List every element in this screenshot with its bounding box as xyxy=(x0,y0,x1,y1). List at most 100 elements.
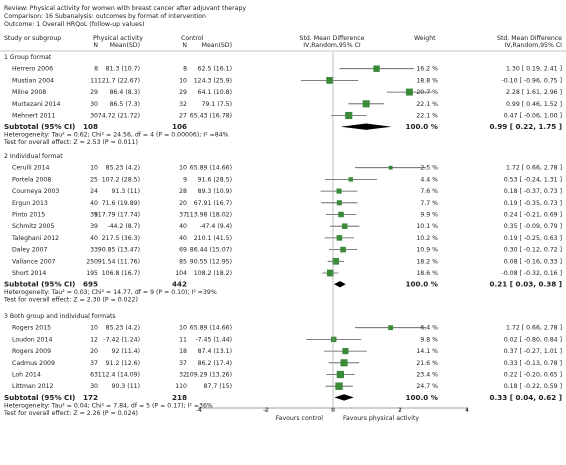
study-name: Rogers 2009 xyxy=(12,348,51,355)
study-n2: 37 xyxy=(179,360,187,367)
study-name: Herrero 2006 xyxy=(12,66,53,73)
study-effect-marker xyxy=(335,382,343,390)
study-weight: 21.6 % xyxy=(416,360,438,367)
study-name: Daley 2007 xyxy=(12,247,48,254)
study-mean-sd1: 90.85 (13.47) xyxy=(98,247,140,254)
study-n2: 8 xyxy=(183,66,187,73)
study-effect-marker xyxy=(340,359,348,367)
study-mean-sd2: 62.5 (16.1) xyxy=(198,66,232,73)
study-name: Taleghani 2012 xyxy=(11,235,59,242)
study-mean-sd1: 85.23 (4.2) xyxy=(106,165,140,172)
study-name: Rogers 2015 xyxy=(12,325,51,332)
study-mean-sd1: 217.5 (36.3) xyxy=(102,235,140,242)
study-n1: 30 xyxy=(90,113,98,120)
study-ci-text: 0.22 [ -0.20, 0.65 ] xyxy=(504,372,562,379)
study-n2: 20 xyxy=(179,200,187,207)
col-effect-header: Std. Mean Difference xyxy=(300,35,365,42)
study-mean-sd2: 91.6 (28.5) xyxy=(198,176,232,183)
subtotal-n1: 108 xyxy=(83,122,98,131)
study-weight: 16.2 % xyxy=(416,66,438,73)
study-weight: 7.6 % xyxy=(420,188,438,195)
study-mean-sd1: 107.2 (28.5) xyxy=(102,176,140,183)
subtotal-n1: 172 xyxy=(83,393,98,402)
col-effect2-method: IV,Random,95% CI xyxy=(505,42,563,49)
study-effect-marker xyxy=(348,177,353,182)
study-weight: 10.2 % xyxy=(416,235,438,242)
study-mean-sd2: 109.29 (13.26) xyxy=(186,372,232,379)
study-n2: 69 xyxy=(179,247,187,254)
overall-effect-text: Test for overall effect: Z = 2.53 (P = 0… xyxy=(3,139,138,146)
study-mean-sd2: 67.91 (16.7) xyxy=(194,200,232,207)
study-n1: 25 xyxy=(90,176,98,183)
col-ms1-header: Mean(SD) xyxy=(110,42,140,49)
study-ci-text: 0.47 [ -0.06, 1.00 ] xyxy=(504,113,562,120)
subtotal-label: Subtotal (95% CI) xyxy=(4,122,75,131)
study-weight: 18.8 % xyxy=(416,77,438,84)
study-mean-sd1: 81.3 (10.7) xyxy=(106,66,140,73)
subtotal-ci-text: 0.33 [ 0.04, 0.62 ] xyxy=(489,393,562,402)
study-effect-marker xyxy=(388,165,393,170)
study-weight: 6.4 % xyxy=(420,325,438,332)
study-n2: 110 xyxy=(175,383,187,390)
study-effect-marker xyxy=(345,111,353,120)
study-effect-marker xyxy=(362,100,370,108)
subtotal-n2: 218 xyxy=(172,393,187,402)
study-mean-sd2: 86.44 (15.07) xyxy=(190,247,232,254)
study-n2: 28 xyxy=(179,188,187,195)
study-mean-sd2: 64.1 (10.8) xyxy=(198,89,232,96)
col-n2-header: N xyxy=(182,42,187,49)
study-mean-sd2: 124.3 (25.9) xyxy=(194,77,232,84)
overall-effect-text: Test for overall effect: Z = 2.30 (P = 0… xyxy=(3,297,138,304)
study-weight: 18.6 % xyxy=(416,270,438,277)
study-mean-sd1: 112.4 (14.09) xyxy=(98,372,140,379)
study-effect-marker xyxy=(326,77,334,84)
study-name: Mustian 2004 xyxy=(12,77,54,84)
study-weight: 10.9 % xyxy=(416,247,438,254)
study-n2: 32 xyxy=(179,101,187,108)
study-effect-marker xyxy=(326,269,334,277)
col-group1-header: Physical activity xyxy=(93,35,143,42)
study-mean-sd1: 86.5 (7.3) xyxy=(110,101,140,108)
study-n2: 27 xyxy=(179,113,187,120)
subtotal-diamond xyxy=(340,123,392,130)
study-name: Milne 2008 xyxy=(12,89,46,96)
study-n2: 40 xyxy=(179,223,187,230)
study-n1: 40 xyxy=(90,235,98,242)
study-weight: 22.1 % xyxy=(416,101,438,108)
study-n1: 10 xyxy=(90,165,98,172)
study-ci-text: 0.18 [ -0.22, 0.59 ] xyxy=(504,383,562,390)
subgroup-title: 1 Group format xyxy=(4,54,52,61)
subtotal-weight: 100.0 % xyxy=(406,393,438,402)
x-tick-label: 2 xyxy=(398,407,402,414)
subtotal-diamond xyxy=(334,394,354,401)
study-name: Pinto 2015 xyxy=(12,212,45,219)
study-n2: 9 xyxy=(183,176,187,183)
study-effect-marker xyxy=(336,370,345,379)
study-effect-marker xyxy=(340,246,346,253)
study-ci-text: 1.72 [ 0.66, 2.78 ] xyxy=(506,165,562,172)
x-tick-label: -4 xyxy=(196,407,202,414)
study-effect-marker xyxy=(373,65,380,72)
study-name: Ergun 2013 xyxy=(12,200,48,207)
study-name: Mehnert 2011 xyxy=(12,113,56,120)
study-mean-sd2: 86.2 (17.4) xyxy=(198,360,232,367)
study-mean-sd1: 106.8 (16.7) xyxy=(102,270,140,277)
study-mean-sd2: 210.1 (41.5) xyxy=(194,235,232,242)
study-ci-text: 1.72 [ 0.66, 2.78 ] xyxy=(506,325,562,332)
study-n1: 33 xyxy=(90,247,98,254)
study-n1: 250 xyxy=(86,258,98,265)
study-n1: 63 xyxy=(90,372,98,379)
study-weight: 14.1 % xyxy=(416,348,438,355)
study-name: Short 2014 xyxy=(12,270,46,277)
study-weight: 9.8 % xyxy=(420,336,438,343)
favours-control-label: Favours control xyxy=(276,415,324,422)
study-mean-sd1: 91.54 (11.76) xyxy=(98,258,140,265)
study-n2: 10 xyxy=(179,77,187,84)
study-effect-marker xyxy=(336,188,342,194)
col-weight-header: Weight xyxy=(414,35,436,42)
subgroup-title: 2 Individual format xyxy=(4,153,63,160)
study-weight: 23.4 % xyxy=(416,372,438,379)
forest-rows: 1 Group format Herrero 2006 8 81.3 (10.7) 8 6… xyxy=(3,54,562,417)
study-ci-text: 0.30 [ -0.12, 0.72 ] xyxy=(504,247,562,254)
